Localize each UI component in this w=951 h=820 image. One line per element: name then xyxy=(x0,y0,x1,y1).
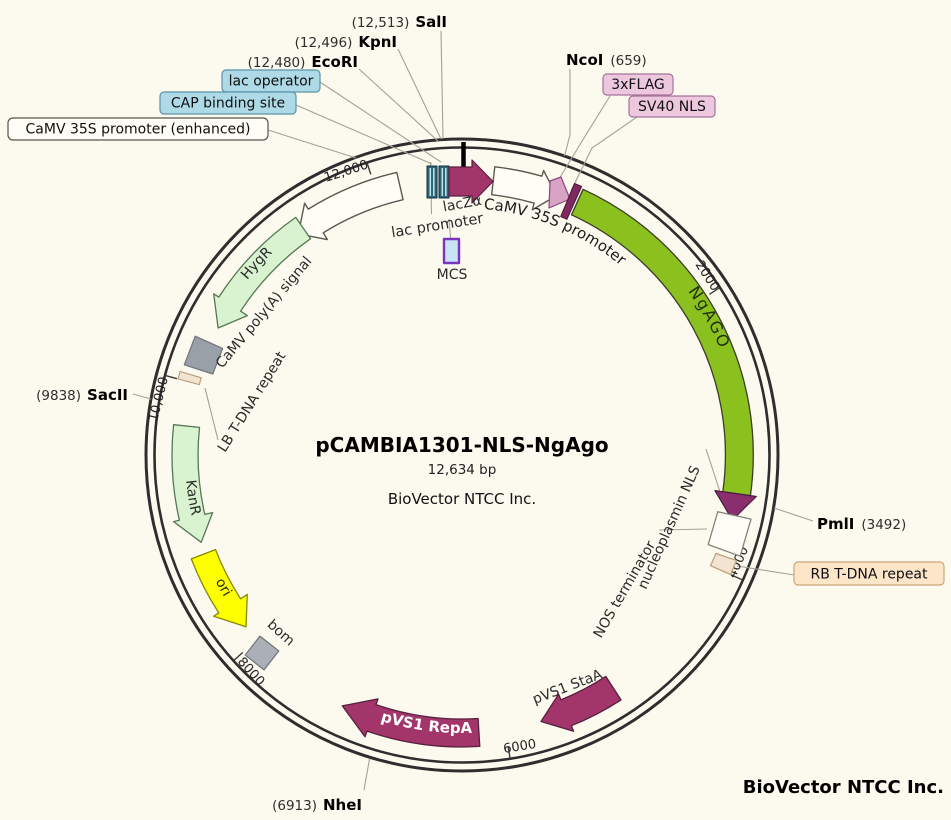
callout-sacii xyxy=(132,393,152,400)
site-ncoi: NcoI (659) xyxy=(566,51,647,69)
feature-nos-terminator-box xyxy=(707,511,752,557)
callout-sv40-nls xyxy=(570,116,638,192)
callout-camv35s-enhanced xyxy=(267,129,357,159)
site-sali: (12,513) SalI xyxy=(352,13,447,31)
tick-4000 xyxy=(731,574,743,581)
camv35s-enhanced-label: CaMV 35S promoter (enhanced) xyxy=(26,122,251,138)
rb-tdna-label-box xyxy=(793,561,945,586)
feature-sv40-nls-marker xyxy=(560,182,583,220)
feature-camv35s-promoter-arrow xyxy=(491,166,558,211)
tick-6000 xyxy=(507,746,511,759)
feature-cap-binding-marker xyxy=(426,165,438,199)
callout-lb-tdna xyxy=(204,387,219,441)
kanr-label: KanR xyxy=(182,479,203,517)
callout-rb-tdna xyxy=(736,565,795,576)
plasmid-title: pCAMBIA1301-NLS-NgAgo xyxy=(315,433,608,457)
3xflag-label: 3xFLAG xyxy=(611,77,665,93)
callout-ecori xyxy=(358,68,439,142)
feature-rb-tdna-strip xyxy=(709,552,738,576)
tick-2000 xyxy=(709,287,720,295)
site-kpni: (12,496) KpnI xyxy=(295,33,397,51)
feature-kanr-arrow xyxy=(171,424,214,543)
feature-lac-operator-marker xyxy=(438,165,450,199)
mcs-label: MCS xyxy=(437,267,468,283)
sv40-nls-label-box xyxy=(628,95,716,118)
scale-ticks xyxy=(165,142,743,759)
tick-12000 xyxy=(366,162,372,175)
callout-lac-operator xyxy=(319,81,442,163)
cap-binding-site-label-box xyxy=(159,91,297,115)
site-pmli: PmlI (3492) xyxy=(817,515,906,533)
callout-cap-binding-site xyxy=(295,104,433,165)
3xflag-label-box xyxy=(602,73,674,96)
feature-lb-tdna-strip xyxy=(177,370,202,386)
lac-operator-label: lac operator xyxy=(229,74,314,90)
site-ecori: (12,480) EcoRI xyxy=(248,53,358,71)
ori-label: ori xyxy=(212,576,235,600)
feature-bom-diamond xyxy=(244,635,280,671)
camv35s-enhanced-label-box xyxy=(7,117,269,141)
site-nhei: (6913) NheI xyxy=(272,796,362,814)
callout-pmli xyxy=(773,507,814,522)
site-sacii: (9838) SacII xyxy=(36,386,128,404)
feature-camv35s-enhanced-arrow xyxy=(297,171,404,241)
callout-lines xyxy=(132,30,814,791)
callout-kpni xyxy=(397,48,442,140)
svg-text:ori: ori xyxy=(212,576,235,600)
feature-camv-polya-box xyxy=(183,335,224,375)
feature-hygr-arrow xyxy=(213,216,312,329)
tick-10000 xyxy=(165,374,178,380)
callout-nos-terminator xyxy=(658,528,708,531)
tick-8000 xyxy=(233,651,244,661)
rb-tdna-label: RB T-DNA repeat xyxy=(810,567,928,583)
callout-sali xyxy=(440,30,444,140)
feature-pvs1-repa-arrow xyxy=(341,698,481,748)
svg-text:KanR: KanR xyxy=(182,479,203,517)
feature-nucleoplasmin-nls-arrowhead xyxy=(714,490,757,521)
plasmid-size: 12,634 bp xyxy=(428,462,497,478)
feature-laczalpha-arrow xyxy=(448,159,494,204)
tick-label-6000: 6000 xyxy=(502,737,537,757)
company-watermark: BioVector NTCC Inc. xyxy=(743,777,944,798)
feature-ori-arrow xyxy=(190,548,248,628)
callout-nhei xyxy=(363,758,371,791)
feature-pvs1-staa-arrow xyxy=(540,675,622,732)
plasmid-ring-outer xyxy=(144,137,780,773)
callout-ncoi xyxy=(563,69,571,157)
callout-3xflag xyxy=(558,95,611,180)
feature-mcs-box xyxy=(442,237,461,265)
laczalpha-label: lacZα xyxy=(442,193,483,216)
sv40-nls-label: SV40 NLS xyxy=(638,99,706,115)
callout-mcs xyxy=(448,218,452,239)
company-name-center: BioVector NTCC Inc. xyxy=(388,490,536,508)
cap-binding-site-label: CAP binding site xyxy=(171,96,285,112)
boxed-labels: lac operator CAP binding site CaMV 35S p… xyxy=(7,69,945,586)
